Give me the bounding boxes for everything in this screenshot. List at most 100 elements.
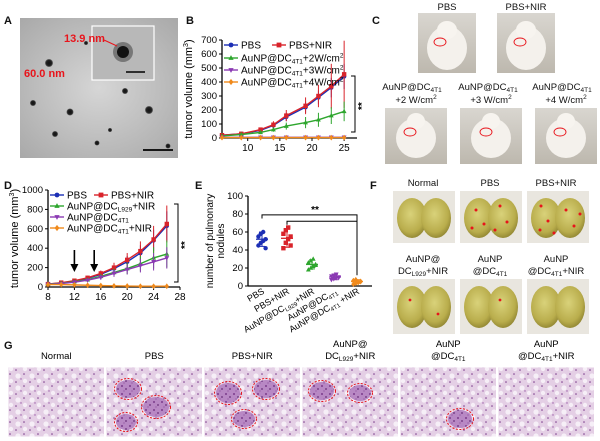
data-point bbox=[138, 248, 143, 254]
data-point bbox=[111, 265, 117, 270]
panel-label-b: B bbox=[186, 15, 194, 27]
histology-caption-line1: AuNP@ bbox=[333, 339, 367, 350]
legend-marker bbox=[276, 42, 282, 48]
tumor-outline bbox=[252, 378, 280, 400]
legend-item: AuNP@DCL929+NIR bbox=[50, 202, 155, 214]
series-line bbox=[48, 283, 167, 287]
lung-4t1 bbox=[460, 279, 522, 334]
data-point bbox=[125, 257, 130, 263]
data-point bbox=[98, 271, 103, 276]
histology-caption-line2: @DC4T1+NIR bbox=[518, 351, 575, 363]
chart-D: 0 200 400 600 800 1000 8 12 16 20 24 28 tumor volume… bbox=[9, 185, 191, 303]
legend-marker bbox=[228, 55, 234, 60]
data-point bbox=[45, 281, 51, 288]
data-point bbox=[151, 237, 156, 242]
group-1 bbox=[281, 225, 293, 251]
legend-label: PBS+NIR bbox=[289, 41, 332, 52]
panel-label-e: E bbox=[195, 180, 203, 192]
data-point bbox=[98, 282, 103, 289]
tumor-outline bbox=[114, 412, 138, 432]
histology-tile-1: PBS bbox=[105, 351, 203, 438]
legend-item: PBS+NIR bbox=[94, 191, 154, 202]
x-tick-label: 16 bbox=[95, 292, 107, 303]
y-tick-label: 60 bbox=[232, 227, 243, 238]
panel-label-a: A bbox=[4, 15, 12, 27]
data-point bbox=[111, 271, 117, 277]
y-tick-label: 400 bbox=[27, 243, 43, 254]
panel-label-f: F bbox=[370, 180, 377, 192]
x-tick-label: 8 bbox=[45, 292, 51, 303]
legend-item: PBS bbox=[224, 41, 261, 52]
data-point bbox=[124, 267, 130, 273]
inset-core bbox=[117, 46, 129, 58]
y-tick-label: 100 bbox=[227, 191, 243, 202]
data-point bbox=[281, 231, 286, 236]
histology-image bbox=[399, 366, 497, 438]
svg-text:+2 W/cm2: +2 W/cm2 bbox=[395, 94, 437, 106]
tumor-outline bbox=[347, 383, 373, 403]
legend-label: AuNP@DCL929+NIR bbox=[67, 202, 155, 214]
caption-f-4t1: AuNP @DC4T1 bbox=[473, 254, 508, 278]
y-tick-label: 600 bbox=[27, 224, 43, 235]
tumor-region bbox=[143, 397, 169, 417]
histology-caption-line2: DCL929+NIR bbox=[325, 351, 375, 363]
data-point bbox=[329, 84, 334, 89]
data-point bbox=[341, 72, 347, 77]
svg-text:@DC4T1: @DC4T1 bbox=[473, 266, 508, 278]
data-point bbox=[316, 117, 321, 122]
data-point bbox=[328, 112, 334, 118]
legend-label: PBS+NIR bbox=[111, 191, 154, 202]
legend-item: PBS+NIR bbox=[272, 41, 332, 52]
treatment-arrow-head bbox=[70, 264, 79, 272]
group-4 bbox=[351, 276, 363, 288]
data-point bbox=[283, 123, 289, 128]
lung-pbs bbox=[460, 191, 522, 243]
tumor-region bbox=[254, 380, 278, 398]
data-point bbox=[263, 246, 268, 251]
legend-label: AuNP@DC4T1+3W/cm2 bbox=[241, 65, 344, 78]
chart-B: 0 100 200 300 400 500 600 700 10 15 20 25 tumor volu… bbox=[183, 35, 368, 154]
y-tick-label: 500 bbox=[201, 63, 217, 74]
caption-f-l929: AuNP@ DCL929+NIR bbox=[398, 254, 448, 278]
panel-label-c: C bbox=[372, 15, 380, 27]
data-point bbox=[341, 108, 347, 114]
y-tick-label: 80 bbox=[232, 209, 243, 220]
series-line bbox=[47, 223, 168, 285]
tumor-outline bbox=[114, 378, 142, 400]
data-point bbox=[303, 103, 308, 108]
np-size-label: 13.9 nm bbox=[64, 33, 105, 45]
data-point bbox=[271, 126, 276, 132]
data-point bbox=[98, 275, 104, 280]
data-point bbox=[303, 134, 308, 141]
legend: PBS PBS+NIRAuNP@DC4T1+2W/cm2AuNP@DC4T1+3W… bbox=[224, 41, 344, 90]
significance-bracket: ** bbox=[351, 75, 368, 133]
data-point bbox=[351, 281, 356, 288]
bracket-line bbox=[351, 75, 356, 133]
tumor-region bbox=[349, 385, 371, 401]
legend-marker bbox=[228, 42, 234, 48]
y-tick-label: 800 bbox=[27, 204, 43, 215]
legend-label: PBS bbox=[67, 191, 87, 202]
histology-caption-line2: @DC4T1 bbox=[431, 351, 466, 363]
caption-f-normal: Normal bbox=[408, 178, 439, 189]
legend-marker bbox=[54, 192, 60, 198]
data-point bbox=[258, 129, 263, 135]
series-line bbox=[47, 257, 167, 285]
data-point bbox=[329, 134, 334, 141]
y-tick-label: 300 bbox=[201, 91, 217, 102]
panel-label-g: G bbox=[4, 340, 13, 352]
data-point bbox=[151, 283, 156, 290]
data-point bbox=[125, 283, 130, 289]
tumor-outline bbox=[308, 380, 336, 402]
tumor-outline bbox=[231, 409, 257, 429]
lung-pbs-nir bbox=[527, 191, 589, 243]
y-tick-label: 200 bbox=[201, 105, 217, 116]
y-tick-label: 100 bbox=[201, 119, 217, 130]
bracket-line bbox=[261, 214, 358, 222]
data-point bbox=[151, 260, 157, 265]
tumor-region bbox=[310, 382, 334, 400]
